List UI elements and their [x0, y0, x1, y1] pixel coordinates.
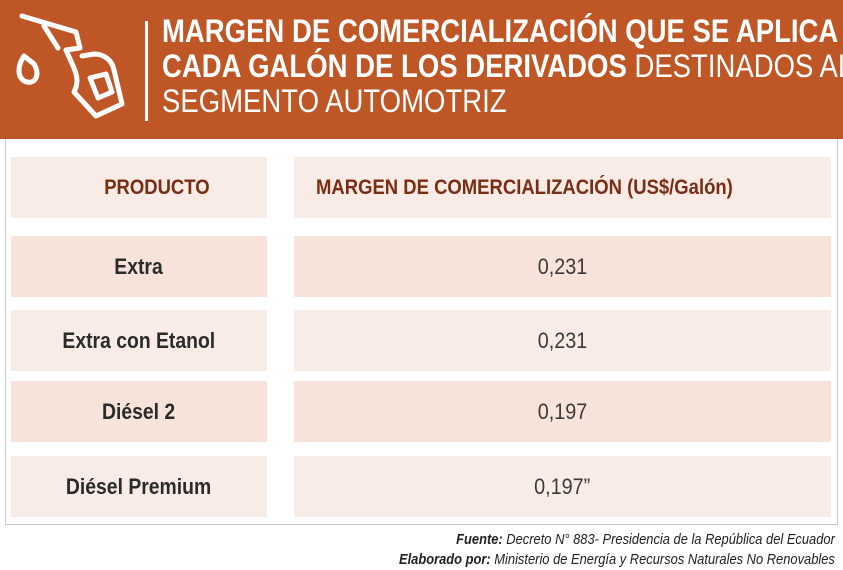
product-name: Extra con Etanol — [62, 327, 216, 353]
fuel-nozzle-icon — [16, 13, 125, 119]
margin-value: 0,197” — [534, 473, 591, 499]
table-row-margin: 0,231 — [294, 310, 831, 371]
banner-divider — [145, 21, 148, 121]
product-name: Extra — [114, 253, 164, 279]
header-margin: MARGEN DE COMERCIALIZACIÓN (US$/Galón) — [294, 157, 831, 218]
header-product: PRODUCTO — [11, 157, 267, 218]
title-line-2-normal: DESTINADOS AL — [626, 48, 843, 84]
table-row-product: Diésel 2 — [11, 381, 267, 442]
table-row-product: Diésel Premium — [11, 456, 267, 517]
header-margin-label: MARGEN DE COMERCIALIZACIÓN (US$/Galón) — [316, 175, 733, 199]
source-label: Fuente: — [456, 531, 503, 548]
margin-value: 0,197 — [537, 398, 588, 424]
product-name: Diésel Premium — [66, 473, 212, 499]
author-label: Elaborado por: — [399, 551, 491, 568]
title-line-2-bold: CADA GALÓN DE LOS DERIVADOS — [162, 48, 627, 84]
title-banner: MARGEN DE COMERCIALIZACIÓN QUE SE APLICA… — [0, 0, 843, 139]
header-product-label: PRODUCTO — [104, 175, 210, 199]
table-row-margin: 0,197 — [294, 381, 831, 442]
margin-value: 0,231 — [537, 327, 588, 353]
author-line: Elaborado por: Ministerio de Energía y R… — [399, 550, 835, 570]
table-row-product: Extra — [11, 236, 267, 297]
margin-value: 0,231 — [537, 253, 588, 279]
source-text: Decreto N° 883- Presidencia de la Repúbl… — [502, 531, 835, 548]
title-line-1: MARGEN DE COMERCIALIZACIÓN QUE SE APLICA… — [162, 13, 843, 49]
page-title: MARGEN DE COMERCIALIZACIÓN QUE SE APLICA… — [162, 14, 843, 119]
product-name: Diésel 2 — [102, 398, 176, 424]
footer-credits: Fuente: Decreto N° 883- Presidencia de l… — [328, 530, 835, 570]
source-line: Fuente: Decreto N° 883- Presidencia de l… — [399, 530, 835, 550]
table-row-margin: 0,231 — [294, 236, 831, 297]
table-row-product: Extra con Etanol — [11, 310, 267, 371]
author-text: Ministerio de Energía y Recursos Natural… — [490, 551, 835, 568]
title-line-3: SEGMENTO AUTOMOTRIZ — [162, 83, 507, 119]
table-row-margin: 0,197” — [294, 456, 831, 517]
